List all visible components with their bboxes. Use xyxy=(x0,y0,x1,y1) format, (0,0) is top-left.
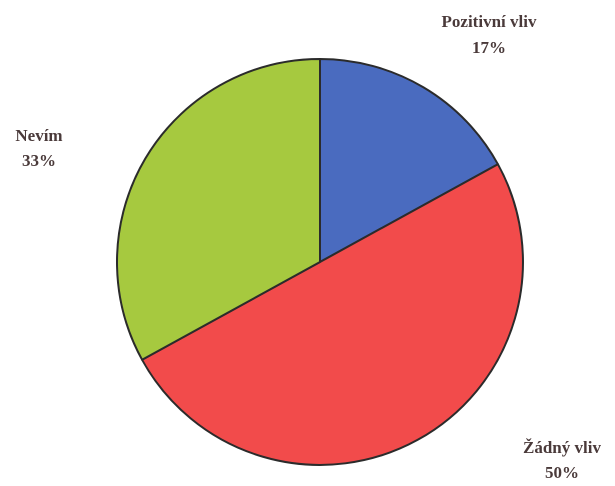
slice-label-value-zadny-vliv: 50% xyxy=(545,463,579,482)
slice-label-name-pozitivni-vliv: Pozitivní vliv xyxy=(442,12,537,31)
pie-slice-zadny-vliv xyxy=(141,163,524,466)
pie-slices xyxy=(116,58,524,466)
slice-labels: Pozitivní vliv 17% Nevím 33% Žádný vliv … xyxy=(15,12,601,482)
pie-slice-nevim xyxy=(116,58,321,361)
slice-label-value-nevim: 33% xyxy=(22,151,56,170)
slice-label-name-zadny-vliv: Žádný vliv xyxy=(523,438,601,457)
pie-slice-pozitivni-vliv xyxy=(319,58,499,263)
slice-label-name-nevim: Nevím xyxy=(15,126,62,145)
slice-label-value-pozitivni-vliv: 17% xyxy=(472,38,506,57)
